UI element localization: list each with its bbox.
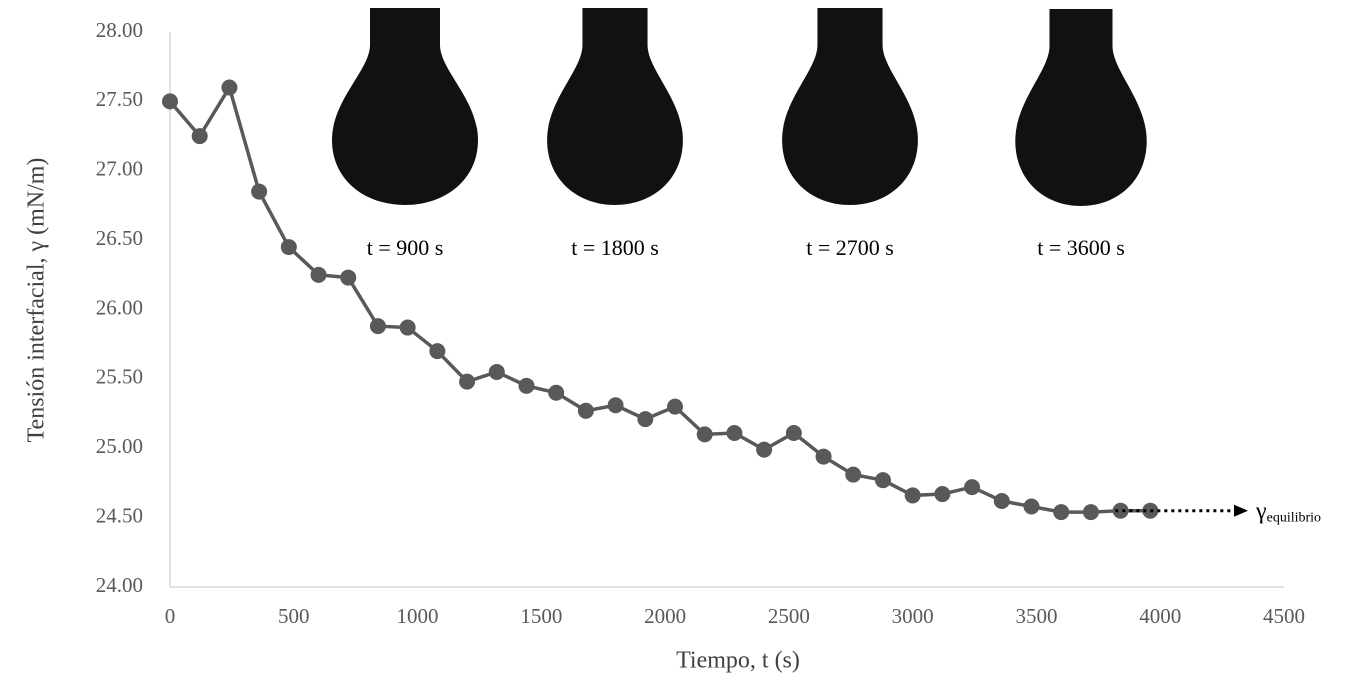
x-tick-label: 0 — [165, 604, 176, 628]
image-label: t = 3600 s — [1037, 235, 1125, 260]
x-tick-label: 3000 — [892, 604, 934, 628]
data-point — [845, 466, 862, 483]
data-point — [756, 441, 773, 458]
data-point — [637, 411, 654, 428]
x-tick-label: 4000 — [1139, 604, 1181, 628]
plot: γequilibrio — [162, 79, 1321, 526]
drop-image — [547, 8, 683, 205]
y-tick-label: 25.00 — [96, 434, 143, 458]
x-tick-label: 2000 — [644, 604, 686, 628]
x-tick-label: 1000 — [397, 604, 439, 628]
x-tick-label: 4500 — [1263, 604, 1305, 628]
data-point — [310, 266, 327, 283]
image-label: t = 900 s — [367, 235, 444, 260]
data-point — [993, 492, 1010, 509]
data-point — [785, 424, 802, 441]
x-tick-label: 1500 — [520, 604, 562, 628]
data-point — [548, 384, 565, 401]
data-point — [1023, 498, 1040, 515]
data-point — [340, 269, 357, 286]
data-point — [1053, 504, 1070, 521]
drop-images — [332, 8, 1147, 206]
x-tick-label: 2500 — [768, 604, 810, 628]
data-point — [429, 343, 446, 360]
data-point — [1082, 504, 1099, 521]
image-label: t = 2700 s — [806, 235, 894, 260]
data-point — [191, 128, 208, 145]
y-tick-label: 27.50 — [96, 87, 143, 111]
data-point — [369, 318, 386, 335]
y-tick-label: 28.00 — [96, 18, 143, 42]
data-point — [1112, 502, 1129, 519]
data-point — [162, 93, 178, 110]
annotation: γequilibrio — [1255, 498, 1321, 526]
arrow-head — [1234, 504, 1248, 517]
y-tick-label: 24.50 — [96, 503, 143, 527]
data-point — [399, 319, 416, 336]
x-tick-label: 3500 — [1015, 604, 1057, 628]
data-point — [251, 183, 268, 200]
y-tick-label: 24.00 — [96, 573, 143, 597]
annotation-symbol: γ — [1255, 498, 1267, 524]
y-tick-label: 25.50 — [96, 365, 143, 389]
data-point — [815, 448, 832, 465]
drop-image — [782, 8, 918, 205]
data-point — [221, 79, 238, 96]
series-line — [168, 83, 1151, 514]
data-point — [726, 424, 743, 441]
data-point — [964, 479, 981, 496]
data-point — [280, 239, 297, 256]
y-tick-label: 27.00 — [96, 157, 143, 181]
x-axis-title: Tiempo, t (s) — [676, 648, 800, 674]
data-point — [488, 363, 505, 380]
data-point — [696, 426, 713, 443]
annotation-subscript: equilibrio — [1267, 511, 1321, 526]
data-point — [934, 486, 951, 503]
image-label: t = 1800 s — [571, 235, 659, 260]
drop-image — [1015, 9, 1147, 206]
data-point — [607, 397, 624, 414]
drop-image — [332, 8, 478, 205]
y-tick-label: 26.50 — [96, 226, 143, 250]
y-tick-label: 26.00 — [96, 295, 143, 319]
data-point — [518, 377, 535, 394]
data-point — [459, 373, 476, 390]
x-tick-label: 500 — [278, 604, 310, 628]
data-point — [577, 402, 594, 419]
y-axis-title: Tensión interfacial, γ (mN/m) — [24, 158, 50, 443]
data-point — [874, 472, 891, 489]
data-point — [667, 398, 684, 415]
data-point — [904, 487, 921, 504]
